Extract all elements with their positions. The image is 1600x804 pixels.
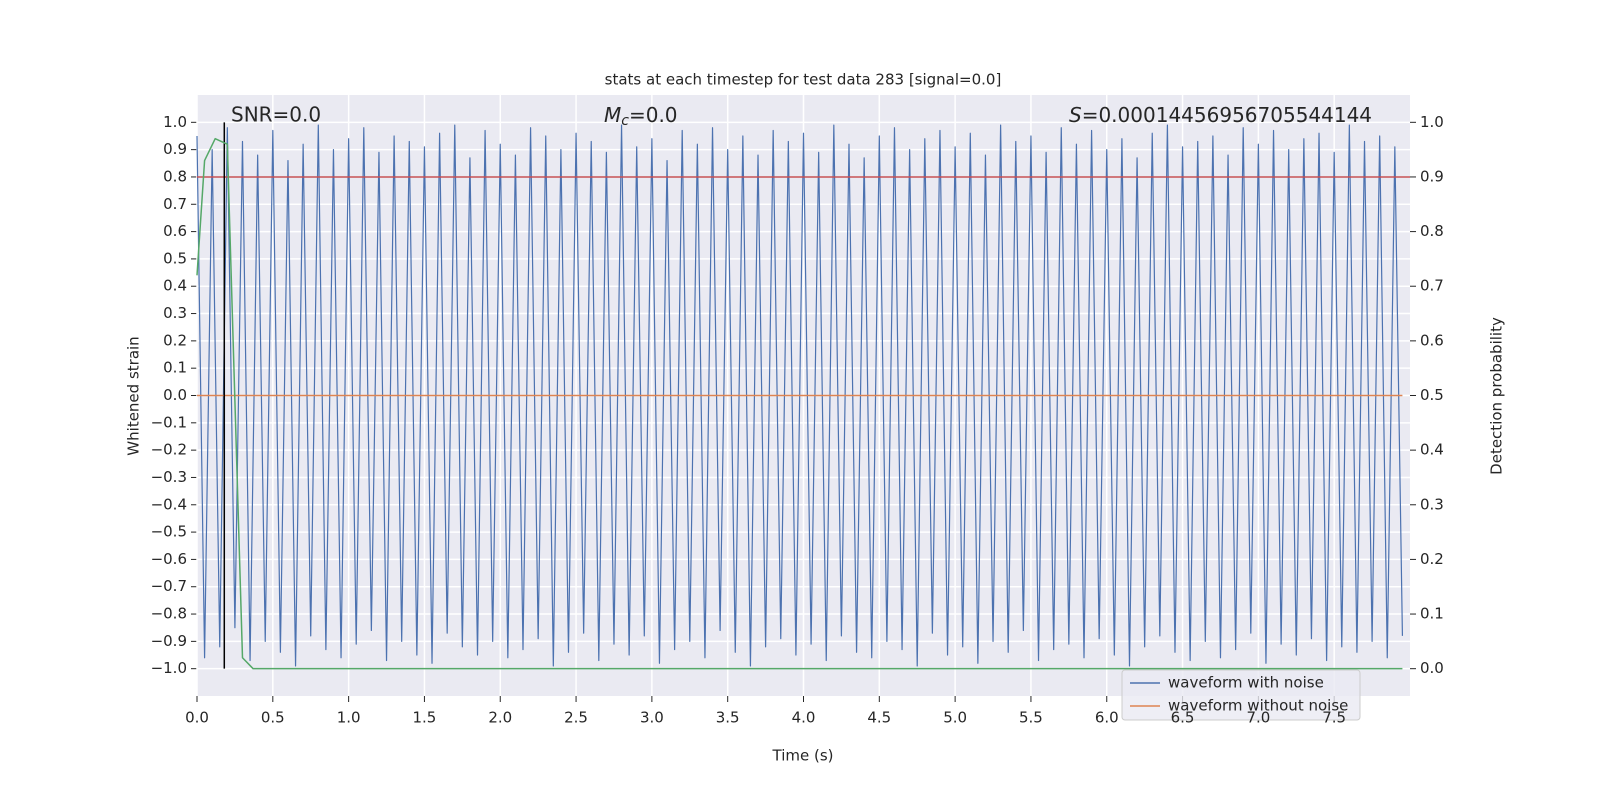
y2-axis-label: Detection probability	[1488, 317, 1506, 475]
y2-tick-label: 1.0	[1420, 113, 1444, 131]
snr-annotation: SNR=0.0	[231, 103, 321, 127]
chart-title: stats at each timestep for test data 283…	[605, 71, 1002, 89]
y2-tick-label: 0.8	[1420, 222, 1444, 240]
y2-tick-label: 0.1	[1420, 605, 1444, 623]
y-tick-label: −0.3	[151, 468, 187, 486]
y-tick-label: 0.4	[163, 277, 187, 295]
y-tick-label: −0.8	[151, 605, 187, 623]
y-tick-label: −0.5	[151, 523, 187, 541]
x-tick-label: 3.0	[640, 709, 664, 727]
y2-tick-label: 0.0	[1420, 659, 1444, 677]
y-tick-label: 0.2	[163, 331, 187, 349]
y-tick-label: 0.0	[163, 386, 187, 404]
x-tick-label: 7.0	[1246, 709, 1270, 727]
y-tick-label: 0.8	[163, 167, 187, 185]
y-tick-label: −0.6	[151, 550, 187, 568]
y2-tick-label: 0.7	[1420, 277, 1444, 295]
y-tick-label: 0.5	[163, 249, 187, 267]
x-tick-label: 6.5	[1171, 709, 1195, 727]
x-tick-label: 4.5	[867, 709, 891, 727]
mc-text: =0.0	[629, 103, 678, 127]
y2-tick-label: 0.9	[1420, 167, 1444, 185]
legend-label: waveform without noise	[1168, 697, 1348, 715]
x-tick-label: 5.5	[1019, 709, 1043, 727]
series-line	[196, 124, 1404, 667]
mc-subscript: c	[621, 113, 629, 129]
y-tick-label: −0.2	[151, 441, 187, 459]
y2-tick-label: 0.5	[1420, 386, 1444, 404]
legend-box	[1121, 669, 1361, 721]
probability-line	[196, 137, 1403, 670]
x-tick-label: 4.0	[792, 709, 816, 727]
x-tick-label: 0.5	[261, 709, 285, 727]
y-tick-label: 0.6	[163, 222, 187, 240]
y2-tick-label: 0.3	[1420, 495, 1444, 513]
x-tick-label: 2.5	[564, 709, 588, 727]
y-tick-label: 0.1	[163, 359, 187, 377]
y-tick-label: −1.0	[151, 659, 187, 677]
s-annotation: S=0.00014456956705544144	[1069, 103, 1372, 127]
y-tick-label: 0.7	[163, 195, 187, 213]
mc-symbol: M	[604, 103, 621, 127]
y-tick-label: −0.1	[151, 413, 187, 431]
y-tick-label: 1.0	[163, 113, 187, 131]
x-tick-label: 3.5	[716, 709, 740, 727]
x-axis-label: Time (s)	[772, 747, 834, 765]
x-tick-label: 0.0	[185, 709, 209, 727]
s-text: =0.00014456956705544144	[1082, 103, 1372, 127]
y-tick-label: 0.9	[163, 140, 187, 158]
y-tick-label: −0.4	[151, 495, 187, 513]
x-tick-label: 5.0	[943, 709, 967, 727]
y2-tick-label: 0.4	[1420, 441, 1444, 459]
x-tick-label: 2.0	[488, 709, 512, 727]
y2-tick-label: 0.2	[1420, 550, 1444, 568]
y-tick-label: −0.9	[151, 632, 187, 650]
y-axis-label: Whitened strain	[125, 336, 143, 455]
mc-annotation: Mc=0.0	[604, 103, 678, 130]
s-symbol: S	[1069, 103, 1082, 127]
x-tick-label: 7.5	[1322, 709, 1346, 727]
legend-label: waveform with noise	[1168, 674, 1324, 692]
y2-tick-label: 0.6	[1420, 331, 1444, 349]
y-tick-label: −0.7	[151, 577, 187, 595]
x-tick-label: 6.0	[1095, 709, 1119, 727]
x-tick-label: 1.0	[337, 709, 361, 727]
legend: waveform with noise waveform without nois…	[1121, 669, 1361, 721]
y-tick-label: 0.3	[163, 304, 187, 322]
x-tick-label: 1.5	[413, 709, 437, 727]
